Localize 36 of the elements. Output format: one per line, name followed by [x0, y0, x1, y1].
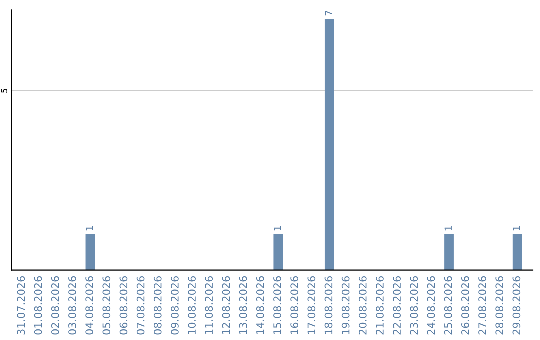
x-tick-label: 03.08.2026 [68, 276, 76, 335]
x-tick-label: 15.08.2026 [274, 276, 282, 334]
data-label: 7 [325, 11, 332, 16]
x-tick-label: 01.08.2026 [34, 276, 42, 335]
data-label: 1 [274, 226, 282, 231]
x-tick-label: 20.08.2026 [358, 276, 367, 335]
x-tick-label: 04.08.2026 [86, 276, 94, 335]
data-label: 1 [444, 226, 452, 231]
x-tick-label: 24.08.2026 [427, 276, 436, 335]
x-tick-label: 16.08.2026 [290, 276, 299, 334]
x-tick-label: 07.08.2026 [136, 276, 145, 335]
x-tick-label: 08.08.2026 [154, 276, 162, 335]
x-tick-label: 28.08.2026 [496, 276, 504, 335]
x-tick-label: 12.08.2026 [222, 276, 230, 334]
x-tick-label: 02.08.2026 [51, 276, 60, 335]
data-label: 1 [513, 226, 520, 231]
x-tick-label: 19.08.2026 [342, 276, 350, 334]
x-tick-label: 21.08.2026 [376, 276, 384, 335]
x-tick-label: 23.08.2026 [410, 276, 418, 335]
x-tick-label: 25.08.2026 [444, 276, 452, 335]
x-tick-label: 22.08.2026 [393, 276, 402, 335]
x-tick-label: 17.08.2026 [308, 276, 316, 334]
x-tick-label: 06.08.2026 [120, 276, 128, 335]
x-tick-label: 11.08.2026 [205, 276, 214, 334]
x-tick-label: 29.08.2026 [512, 276, 521, 335]
x-tick-label: 05.08.2026 [102, 276, 111, 335]
data-label: 1 [86, 226, 94, 231]
x-tick-label: 10.08.2026 [188, 276, 196, 334]
x-tick-label: 13.08.2026 [239, 276, 248, 334]
x-tick-label: 09.08.2026 [171, 276, 179, 335]
x-tick-label: 26.08.2026 [461, 276, 470, 335]
y-tick-label: 5 [1, 89, 8, 93]
x-tick-label: 14.08.2026 [256, 276, 264, 334]
x-tick-label: 18.08.2026 [324, 276, 333, 334]
x-tick-label: 31.07.2026 [17, 276, 26, 335]
x-tick-label: 27.08.2026 [478, 276, 486, 335]
